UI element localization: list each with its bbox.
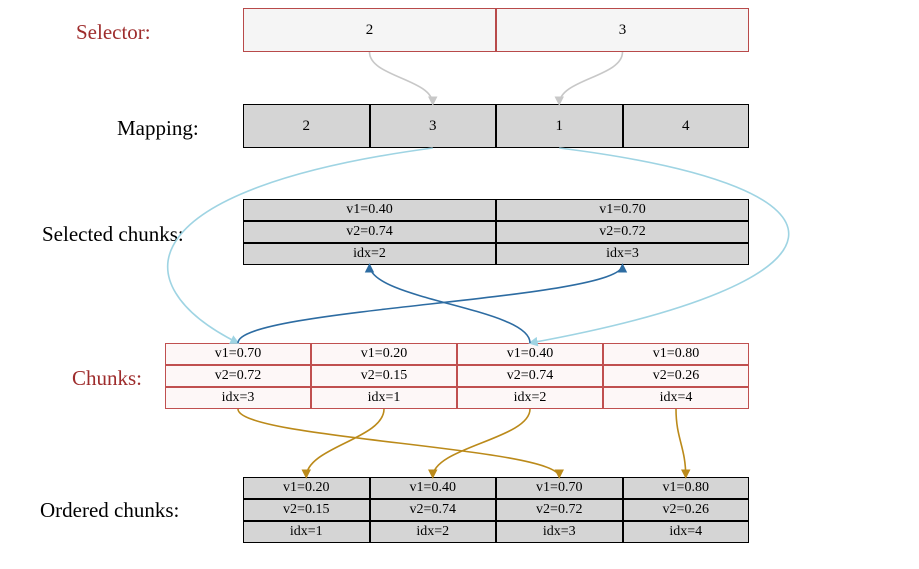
chunk-cell: idx=3 — [165, 387, 311, 409]
chunk-cell: v1=0.20 — [311, 343, 457, 365]
ordered-chunk-cell: v1=0.70 — [496, 477, 623, 499]
chunk-cell: v2=0.15 — [311, 365, 457, 387]
ordered-chunk-cell: idx=3 — [496, 521, 623, 543]
chunk-cell: idx=1 — [311, 387, 457, 409]
ordered-chunk-cell: v2=0.74 — [370, 499, 497, 521]
selected-chunk-cell: v2=0.72 — [496, 221, 749, 243]
ordered-chunk-cell: idx=1 — [243, 521, 370, 543]
chunk-cell: idx=4 — [603, 387, 749, 409]
chunk-cell: v1=0.40 — [457, 343, 603, 365]
mapping-label: Mapping: — [117, 116, 199, 141]
ordered-chunk-cell: idx=2 — [370, 521, 497, 543]
chunk-cell: v2=0.26 — [603, 365, 749, 387]
ordered-chunk-cell: v2=0.15 — [243, 499, 370, 521]
ordered-chunk-cell: v1=0.80 — [623, 477, 750, 499]
mapping-cell: 1 — [496, 104, 623, 148]
chunk-cell: idx=2 — [457, 387, 603, 409]
mapping-cell: 3 — [370, 104, 497, 148]
selected-chunk-cell: v1=0.70 — [496, 199, 749, 221]
selector-cell: 3 — [496, 8, 749, 52]
chunk-cell: v2=0.74 — [457, 365, 603, 387]
mapping-cell: 2 — [243, 104, 370, 148]
ordered-chunk-cell: idx=4 — [623, 521, 750, 543]
chunk-cell: v1=0.80 — [603, 343, 749, 365]
selector-label: Selector: — [76, 20, 151, 45]
ordered-chunk-cell: v1=0.20 — [243, 477, 370, 499]
ordered-chunks-label: Ordered chunks: — [40, 498, 179, 523]
chunks-label: Chunks: — [72, 366, 142, 391]
selected-chunk-cell: v2=0.74 — [243, 221, 496, 243]
selected-chunks-label: Selected chunks: — [42, 222, 184, 247]
chunk-cell: v1=0.70 — [165, 343, 311, 365]
mapping-cell: 4 — [623, 104, 750, 148]
selected-chunk-cell: idx=2 — [243, 243, 496, 265]
chunk-cell: v2=0.72 — [165, 365, 311, 387]
selected-chunk-cell: idx=3 — [496, 243, 749, 265]
selector-cell: 2 — [243, 8, 496, 52]
ordered-chunk-cell: v1=0.40 — [370, 477, 497, 499]
selected-chunk-cell: v1=0.40 — [243, 199, 496, 221]
ordered-chunk-cell: v2=0.72 — [496, 499, 623, 521]
ordered-chunk-cell: v2=0.26 — [623, 499, 750, 521]
